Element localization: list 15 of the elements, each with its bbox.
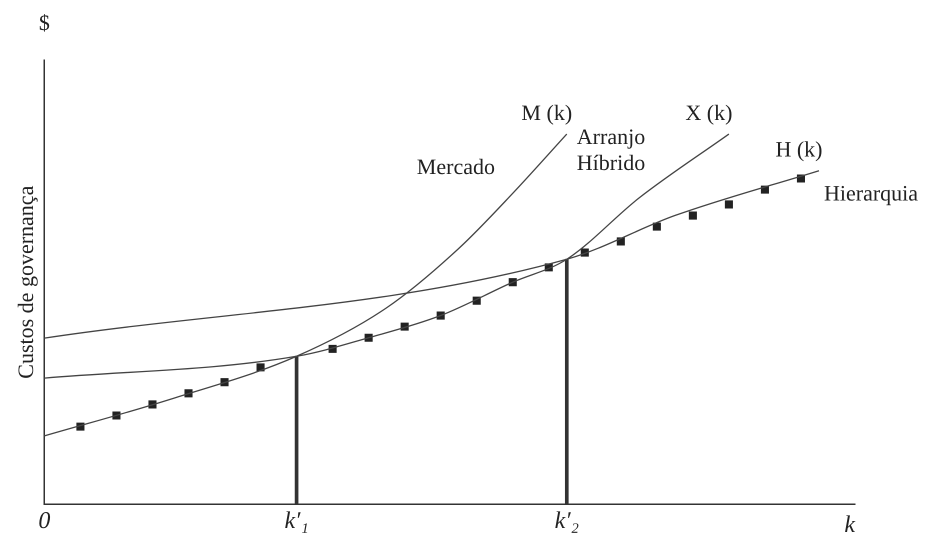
annotation: Hierarquia (824, 180, 918, 206)
annotation: Mercado (416, 154, 495, 180)
point (688, 212, 697, 220)
x-tick-label: 0 (38, 508, 50, 534)
x-tick-label: k′₂ (554, 508, 579, 534)
series-label: H (k) (775, 136, 822, 162)
annotation: Arranjo Híbrido (576, 124, 646, 176)
x-tick-label: k′₁ (284, 508, 309, 534)
y-axis-title: Custos de governança (12, 185, 38, 379)
point (652, 222, 661, 231)
series-label: M (k) (521, 100, 572, 126)
text: $ (38, 10, 50, 35)
series-label: X (k) (685, 100, 732, 126)
x-axis-title: k (844, 512, 856, 538)
point (724, 200, 733, 208)
